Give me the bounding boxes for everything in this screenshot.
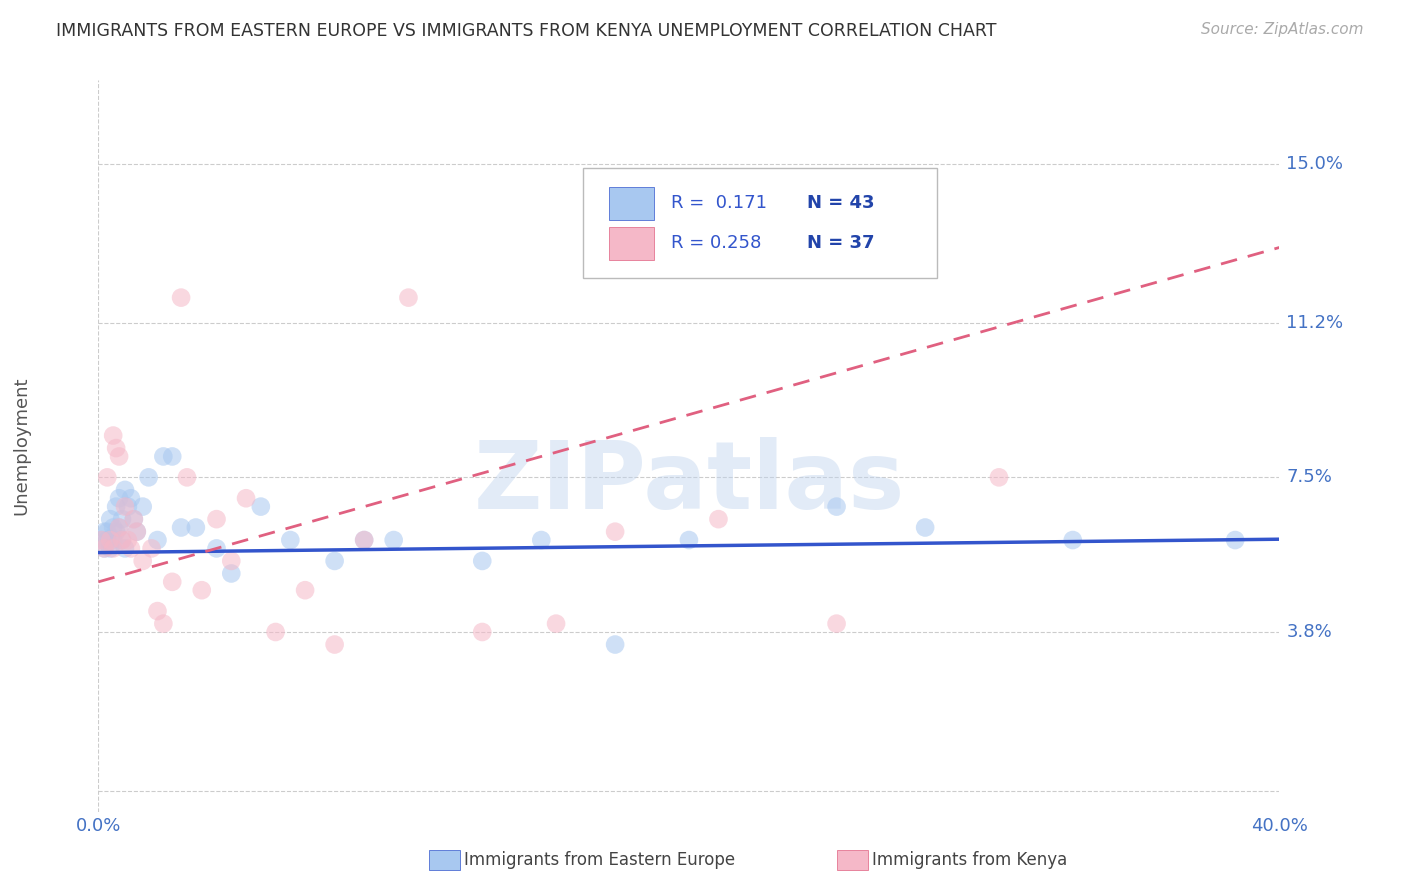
Point <box>678 533 700 547</box>
Point <box>103 520 125 534</box>
Point <box>98 512 121 526</box>
Point <box>114 500 136 514</box>
Point <box>825 500 848 514</box>
Text: Source: ZipAtlas.com: Source: ZipAtlas.com <box>1201 22 1364 37</box>
Text: R = 0.258: R = 0.258 <box>671 235 762 252</box>
Point <box>235 491 257 506</box>
Point <box>825 616 848 631</box>
Point <box>125 524 148 539</box>
Point <box>117 533 139 547</box>
Point <box>294 583 316 598</box>
Point <box>122 512 145 526</box>
Point <box>170 520 193 534</box>
Text: ZIPatlas: ZIPatlas <box>474 436 904 529</box>
Point <box>93 541 115 556</box>
Point <box>205 512 228 526</box>
Text: 11.2%: 11.2% <box>1286 314 1344 332</box>
Text: R =  0.171: R = 0.171 <box>671 194 768 212</box>
Point <box>111 512 134 526</box>
Point <box>170 291 193 305</box>
Point <box>90 533 112 547</box>
FancyBboxPatch shape <box>609 227 654 260</box>
Point <box>96 524 118 539</box>
Point <box>353 533 375 547</box>
Point <box>219 566 242 581</box>
Point <box>987 470 1010 484</box>
Text: IMMIGRANTS FROM EASTERN EUROPE VS IMMIGRANTS FROM KENYA UNEMPLOYMENT CORRELATION: IMMIGRANTS FROM EASTERN EUROPE VS IMMIGR… <box>56 22 997 40</box>
Point <box>105 524 128 539</box>
Point <box>205 541 228 556</box>
Point <box>264 625 287 640</box>
Point <box>146 533 169 547</box>
Point <box>120 541 142 556</box>
Point <box>125 524 148 539</box>
Point <box>605 638 627 652</box>
Point <box>114 541 136 556</box>
Point <box>90 533 112 547</box>
Point <box>176 470 198 484</box>
Point <box>93 524 115 539</box>
Point <box>471 625 494 640</box>
Point <box>93 541 115 556</box>
Point <box>605 524 627 539</box>
Point <box>707 512 730 526</box>
Text: Unemployment: Unemployment <box>13 376 30 516</box>
Point <box>108 520 131 534</box>
Point <box>96 470 118 484</box>
Point <box>111 533 134 547</box>
Point <box>114 483 136 497</box>
Point <box>323 638 346 652</box>
Point <box>120 491 142 506</box>
Text: N = 37: N = 37 <box>807 235 875 252</box>
Point <box>323 554 346 568</box>
Point <box>914 520 936 534</box>
Point <box>105 500 128 514</box>
Point <box>250 500 273 514</box>
FancyBboxPatch shape <box>609 186 654 219</box>
Point <box>103 533 125 547</box>
Point <box>117 500 139 514</box>
Point <box>96 533 118 547</box>
Point <box>132 554 155 568</box>
Point <box>544 616 567 631</box>
Point <box>396 291 419 305</box>
Point <box>111 533 134 547</box>
Text: Immigrants from Eastern Europe: Immigrants from Eastern Europe <box>464 851 735 869</box>
Point <box>108 491 131 506</box>
Point <box>471 554 494 568</box>
Point <box>184 520 207 534</box>
Point <box>98 541 121 556</box>
Point <box>152 616 174 631</box>
Text: N = 43: N = 43 <box>807 194 875 212</box>
Text: 7.5%: 7.5% <box>1286 468 1333 486</box>
Point <box>353 533 375 547</box>
Text: 15.0%: 15.0% <box>1286 155 1344 173</box>
Point <box>162 574 183 589</box>
Point <box>138 470 160 484</box>
Text: 3.8%: 3.8% <box>1286 623 1333 641</box>
Point <box>146 604 169 618</box>
Point <box>1062 533 1084 547</box>
Point <box>152 450 174 464</box>
Text: Immigrants from Kenya: Immigrants from Kenya <box>872 851 1067 869</box>
FancyBboxPatch shape <box>582 168 936 277</box>
Point <box>108 450 131 464</box>
Point <box>530 533 553 547</box>
Point <box>122 512 145 526</box>
Point <box>162 450 183 464</box>
Point <box>103 428 125 442</box>
Point <box>105 441 128 455</box>
Point <box>98 533 121 547</box>
Point <box>1223 533 1246 547</box>
Point <box>382 533 405 547</box>
Point <box>103 541 125 556</box>
Point <box>278 533 302 547</box>
Point <box>108 520 131 534</box>
Point <box>191 583 214 598</box>
Point <box>132 500 155 514</box>
Point <box>219 554 242 568</box>
Point <box>141 541 163 556</box>
